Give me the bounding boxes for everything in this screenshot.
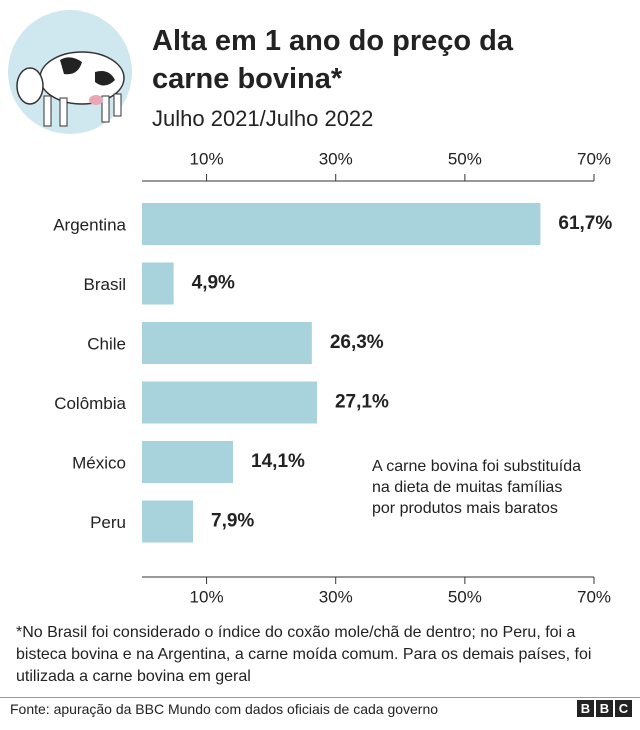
category-label: Colômbia xyxy=(54,394,126,413)
logo-letter: B xyxy=(577,700,594,717)
bar xyxy=(142,262,174,305)
cow-icon xyxy=(16,51,125,127)
chart-title: Alta em 1 ano do preço da carne bovina* xyxy=(152,25,513,95)
x-tick-label: 50% xyxy=(448,149,482,168)
annotation: A carne bovina foi substituída na dieta … xyxy=(372,458,582,517)
bar xyxy=(142,322,312,364)
category-label: Peru xyxy=(90,513,126,532)
x-tick-label: 50% xyxy=(448,587,482,606)
bar xyxy=(142,203,541,245)
value-label: 27,1% xyxy=(335,392,389,413)
value-label: 14,1% xyxy=(251,451,305,472)
value-label: 7,9% xyxy=(211,511,254,532)
footnote: *No Brasil foi considerado o índice do c… xyxy=(16,624,592,685)
logo-letter: B xyxy=(596,700,613,717)
bar xyxy=(142,441,234,483)
x-tick-label: 30% xyxy=(319,149,353,168)
value-label: 61,7% xyxy=(558,213,612,234)
source: Fonte: apuração da BBC Mundo com dados o… xyxy=(10,701,439,717)
bar xyxy=(142,500,194,543)
value-label: 26,3% xyxy=(330,332,384,353)
x-tick-label: 70% xyxy=(577,587,611,606)
category-label: Chile xyxy=(87,334,126,353)
x-tick-label: 70% xyxy=(577,149,611,168)
x-tick-label: 10% xyxy=(190,587,224,606)
chart-subtitle: Julho 2021/Julho 2022 xyxy=(152,106,374,131)
category-label: México xyxy=(72,453,126,472)
x-tick-label: 30% xyxy=(319,587,353,606)
bar xyxy=(142,381,317,424)
logo-letter: C xyxy=(615,700,632,717)
category-label: Argentina xyxy=(53,215,126,234)
value-label: 4,9% xyxy=(192,273,235,294)
x-tick-label: 10% xyxy=(190,149,224,168)
separator xyxy=(0,697,640,698)
category-label: Brasil xyxy=(83,275,126,294)
